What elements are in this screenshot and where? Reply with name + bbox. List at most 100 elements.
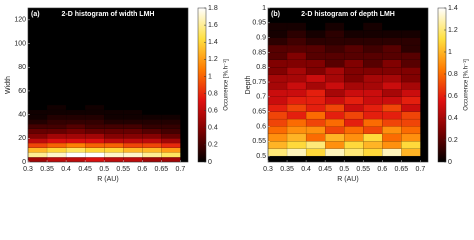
colorbar-tick-label: 0.8 <box>448 71 458 78</box>
colorbar-tick-label: 0.4 <box>208 125 218 132</box>
heat-cell <box>267 111 288 120</box>
y-tick-label: 1 <box>262 5 266 12</box>
heat-cell <box>46 119 67 125</box>
heat-cell <box>344 74 364 83</box>
heat-cell <box>267 37 288 46</box>
colorbar-tick-label: 0 <box>448 159 452 166</box>
heat-cell <box>84 114 105 120</box>
heat-cell <box>286 59 307 68</box>
heat-cell <box>65 114 86 120</box>
heat-cell <box>104 109 124 115</box>
heat-cell <box>142 138 162 144</box>
heat-cell <box>344 89 364 97</box>
heat-cell <box>27 119 48 125</box>
heat-cell <box>305 141 326 149</box>
heat-cell <box>84 104 105 111</box>
heat-cell <box>123 157 143 163</box>
colorbar-tick-label: 0.4 <box>448 115 458 122</box>
heat-cell <box>305 67 326 75</box>
heat-cell <box>305 44 326 53</box>
heat-cell <box>344 96 364 105</box>
heat-cell <box>46 114 67 120</box>
heat-cell <box>267 133 288 142</box>
heat-cell <box>305 81 326 90</box>
y-tick-label: 0.5 <box>256 153 266 160</box>
heat-cell <box>363 148 383 157</box>
heat-cell <box>286 67 307 75</box>
heat-cell <box>84 152 105 158</box>
colorbar <box>437 7 447 163</box>
heat-cell <box>344 30 364 38</box>
heat-cell <box>286 22 307 31</box>
x-tick-label: 0.45 <box>78 166 92 173</box>
y-tick-label: 0 <box>22 159 26 166</box>
heat-cell <box>65 133 86 139</box>
heat-cell <box>363 141 383 149</box>
heat-cell <box>401 81 421 90</box>
y-tick-label: 0.8 <box>256 64 266 71</box>
colorbar-tick-label: 0.2 <box>448 137 458 144</box>
heat-cell <box>104 142 124 148</box>
heat-cell <box>401 67 421 75</box>
colorbar-tick-label: 0.6 <box>448 93 458 100</box>
heat-cell <box>344 148 364 157</box>
heat-cell <box>104 119 124 125</box>
heat-cell <box>123 128 143 134</box>
heat-cell <box>27 142 48 148</box>
heat-cell <box>267 141 288 149</box>
heat-cell <box>161 119 181 125</box>
heat-cell <box>46 157 67 163</box>
colorbar <box>197 7 207 163</box>
heat-cell <box>305 126 326 135</box>
heat-cell <box>267 74 288 83</box>
x-tick-label: 0.35 <box>280 166 294 173</box>
colorbar-label: Occurrence [%.h⁻¹] <box>224 59 230 111</box>
heat-cell <box>401 111 421 120</box>
heat-cell <box>305 133 326 142</box>
heat-cell <box>305 111 326 120</box>
heat-cell <box>286 141 307 149</box>
heat-cell <box>363 96 383 105</box>
heat-cell <box>267 81 288 90</box>
colorbar-tick-label: 0.8 <box>208 90 218 97</box>
heat-cell <box>324 126 345 135</box>
heat-cell <box>123 152 143 158</box>
heat-cell <box>344 59 364 68</box>
heat-cell <box>286 37 307 46</box>
chart-title: 2-D histogram of depth LMH <box>301 11 395 18</box>
heat-cell <box>344 141 364 149</box>
x-axis-label: R (AU) <box>337 176 358 183</box>
y-tick-label: 0.6 <box>256 123 266 130</box>
heat-cell <box>46 147 67 153</box>
heat-cell <box>161 109 181 115</box>
heat-cell <box>267 30 288 38</box>
heat-cell <box>27 128 48 134</box>
y-axis-label: Depth <box>245 76 252 95</box>
heat-cell <box>305 37 326 46</box>
colorbar-tick-label: 1.6 <box>208 22 218 29</box>
heat-cell <box>401 141 421 149</box>
heat-cell <box>84 109 105 115</box>
heat-cell <box>382 96 402 105</box>
y-tick-label: 0.55 <box>252 138 266 145</box>
heat-cell <box>363 89 383 97</box>
heat-cell <box>46 133 67 139</box>
heat-cell <box>305 96 326 105</box>
heat-cell <box>344 37 364 46</box>
heat-cell <box>363 37 383 46</box>
heat-cell <box>123 109 143 115</box>
heat-cell <box>46 138 67 144</box>
x-tick-label: 0.4 <box>301 166 311 173</box>
heat-cell <box>142 119 162 125</box>
heat-cell <box>65 147 86 153</box>
heat-cell <box>65 123 86 129</box>
heat-cell <box>65 152 86 158</box>
heat-cell <box>305 148 326 157</box>
heat-cell <box>363 81 383 90</box>
heat-cell <box>123 142 143 148</box>
heat-cell <box>161 142 181 148</box>
heat-cell <box>27 104 48 111</box>
x-tick-label: 0.35 <box>40 166 54 173</box>
colorbar-tick-label: 1.8 <box>208 5 218 12</box>
heat-cell <box>84 138 105 144</box>
